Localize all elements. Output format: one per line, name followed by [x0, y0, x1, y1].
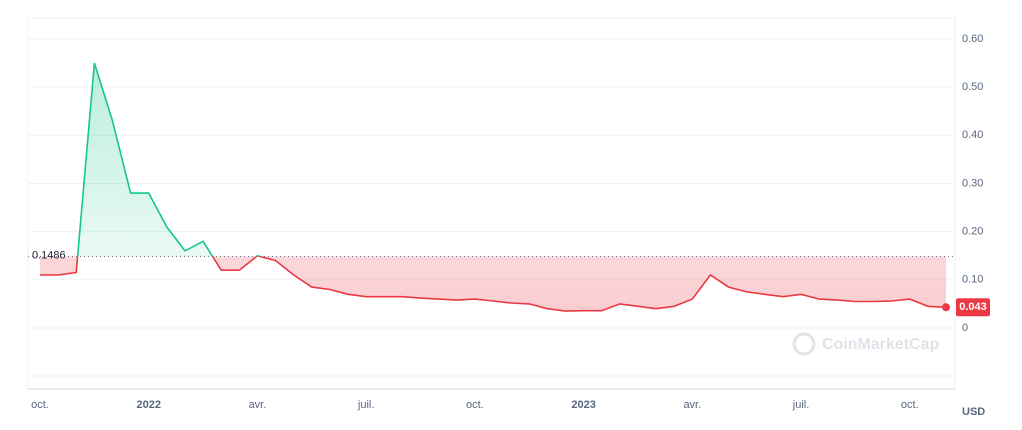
baseline-label: 0.1486: [32, 249, 66, 261]
x-tick-label: oct.: [466, 399, 484, 411]
y-tick-label: 0.40: [962, 129, 983, 141]
price-line-up: [76, 62, 263, 257]
price-badge: [956, 298, 990, 317]
x-tick-label: avr.: [249, 399, 267, 411]
area-up: [40, 63, 946, 257]
watermark-text: CoinMarketCap: [822, 336, 940, 353]
price-line-down: [40, 256, 947, 312]
y-tick-label: 0.10: [962, 274, 983, 286]
y-tick-label: 0.20: [962, 226, 983, 238]
area-down: [40, 256, 946, 312]
price-badge-label: 0.043: [959, 301, 987, 313]
x-tick-label: avr.: [683, 399, 701, 411]
y-tick-label: 0.30: [962, 177, 983, 189]
x-tick-label: juil.: [792, 399, 810, 411]
x-tick-label: 2023: [571, 399, 595, 411]
y-tick-label: 0.60: [962, 33, 983, 45]
y-tick-label: 0.50: [962, 81, 983, 93]
x-tick-label: oct.: [31, 399, 49, 411]
x-tick-label: 2022: [136, 399, 160, 411]
x-tick-label: juil.: [357, 399, 375, 411]
currency: USD: [962, 406, 985, 418]
last-point: [942, 303, 950, 312]
watermark: CoinMarketCap: [792, 332, 940, 356]
x-tick-label: oct.: [901, 399, 919, 411]
y-tick-label: 0: [962, 322, 968, 334]
